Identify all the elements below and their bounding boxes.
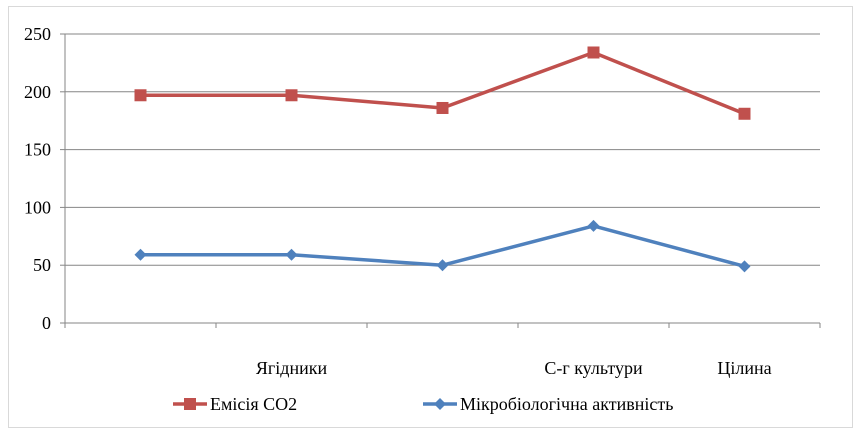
data-point-square — [436, 101, 449, 114]
series-lines — [134, 46, 751, 273]
data-point-diamond — [587, 219, 600, 232]
x-category-labels: Ягідники С-г культури Цілина — [256, 358, 772, 378]
gridlines — [60, 33, 820, 324]
data-point-diamond — [134, 248, 147, 261]
data-point-diamond — [738, 260, 751, 273]
x-category-label: С-г культури — [544, 358, 643, 378]
y-tick-labels: 0 50 100 150 200 250 — [24, 24, 51, 333]
data-point-square — [738, 107, 751, 120]
data-point-diamond — [436, 259, 449, 272]
x-category-label: Ягідники — [256, 358, 328, 378]
data-point-square — [134, 89, 147, 102]
legend-marker-diamond — [434, 398, 446, 410]
y-tick-label: 150 — [24, 140, 51, 160]
y-tick-label: 250 — [24, 24, 51, 44]
y-tick-label: 200 — [24, 82, 51, 102]
axes — [64, 34, 821, 328]
x-category-label: Цілина — [717, 358, 771, 378]
legend-label-2: Мікробіологічна активність — [460, 394, 673, 414]
y-tick-label: 0 — [42, 313, 51, 333]
legend-label-1: Емісія CO2 — [210, 394, 297, 414]
y-tick-label: 100 — [24, 197, 51, 217]
legend: Емісія CO2 Мікробіологічна активність — [173, 394, 673, 414]
data-point-square — [285, 89, 298, 102]
data-point-square — [587, 46, 600, 59]
chart-frame — [8, 6, 853, 428]
legend-marker-square — [184, 398, 196, 410]
y-tick-label: 50 — [33, 255, 51, 275]
data-point-diamond — [285, 248, 298, 261]
